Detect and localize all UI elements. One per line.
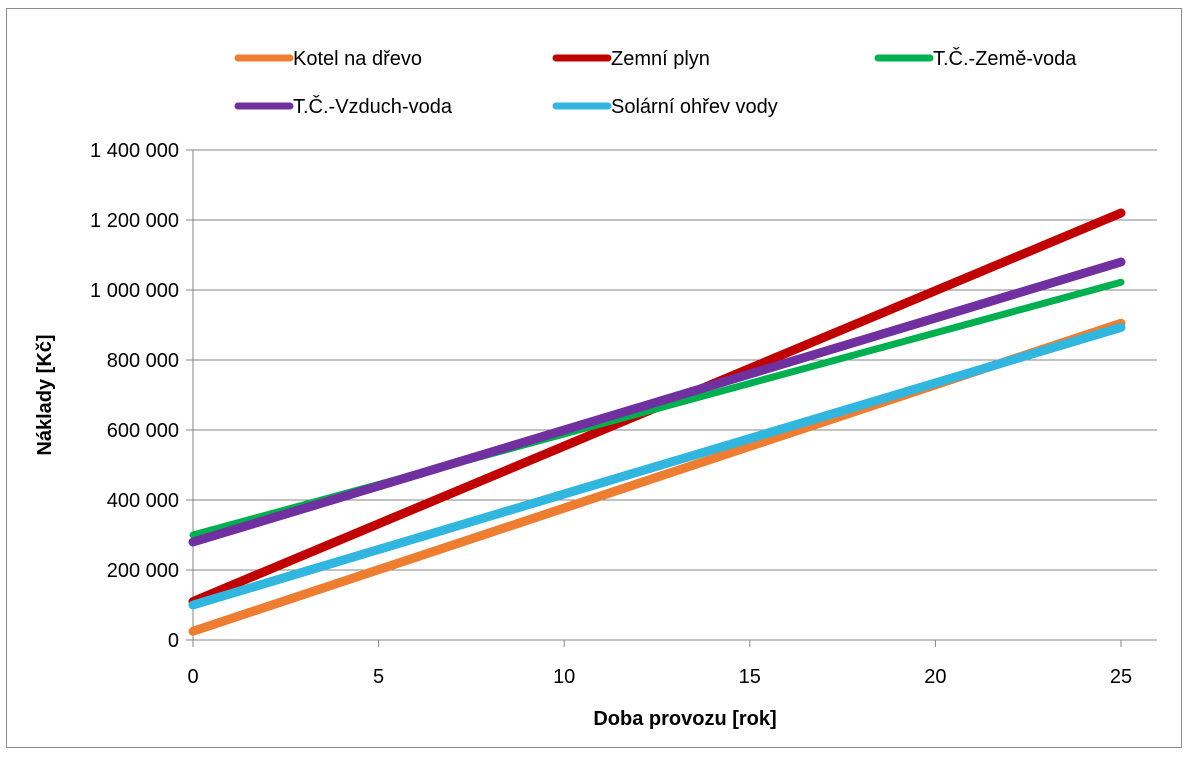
x-tick-label: 20 <box>924 666 946 688</box>
x-axis-title: Doba provozu [rok] <box>593 708 776 730</box>
y-tick-label: 400 000 <box>107 490 179 512</box>
legend-label: Kotel na dřevo <box>293 48 422 70</box>
y-tick-label: 200 000 <box>107 560 179 582</box>
series-line-3 <box>188 257 1126 547</box>
x-tick-label: 5 <box>373 666 384 688</box>
y-tick-label: 1 200 000 <box>90 210 179 232</box>
y-tick-label: 0 <box>168 630 179 652</box>
y-axis-title: Náklady [Kč] <box>34 334 56 455</box>
legend-label: T.Č.-Vzduch-voda <box>293 95 453 118</box>
series-line-4 <box>188 322 1126 610</box>
x-tick-label: 25 <box>1110 666 1132 688</box>
x-tick-labels: 0 5 10 15 20 25 <box>187 666 1132 688</box>
series-lines <box>188 208 1126 636</box>
y-tick-labels: 0 200 000 400 000 600 000 800 000 1 000 000 1 … <box>90 140 179 652</box>
gridlines <box>193 149 1157 571</box>
y-tick-label: 1 000 000 <box>90 280 179 302</box>
legend-label: T.Č.-Země-voda <box>933 47 1077 70</box>
y-tick-label: 800 000 <box>107 350 179 372</box>
x-tick-label: 0 <box>187 666 198 688</box>
x-tick-label: 15 <box>739 666 761 688</box>
x-tick-label: 10 <box>553 666 575 688</box>
legend: Kotel na dřevo Zemní plyn T.Č.-Země-voda T.… <box>234 47 1077 118</box>
y-tick-label: 600 000 <box>107 420 179 442</box>
legend-label: Zemní plyn <box>611 48 710 70</box>
legend-label: Solární ohřev vody <box>611 96 778 118</box>
y-tick-label: 1 400 000 <box>90 140 179 162</box>
axes <box>186 149 1157 647</box>
